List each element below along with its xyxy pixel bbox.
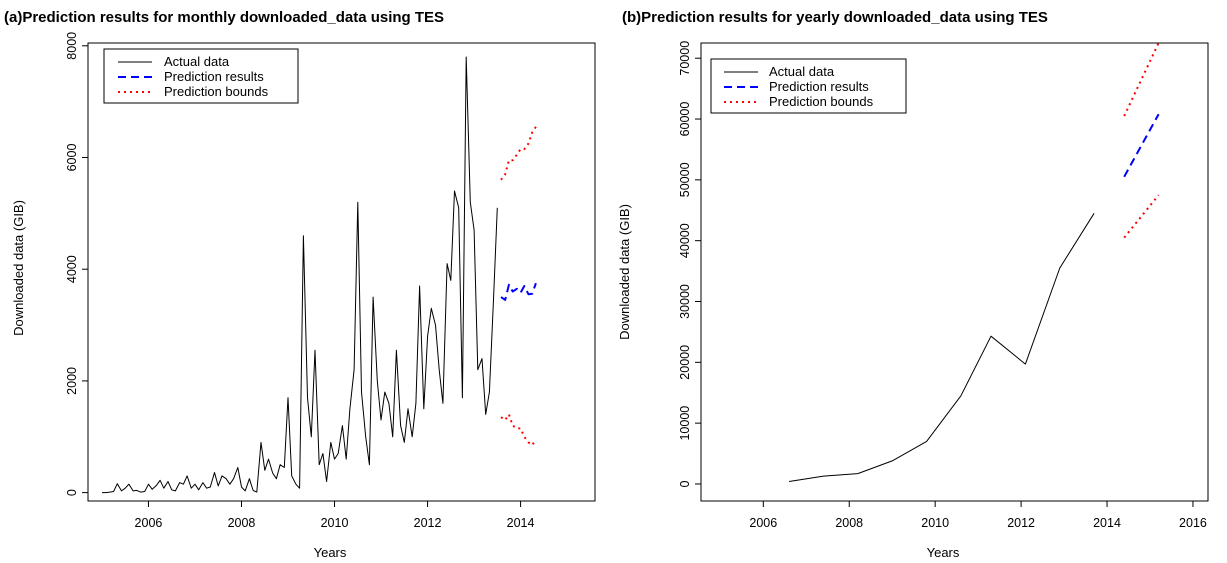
series-line-prediction-bounds [500,413,537,447]
y-tick-label: 50000 [678,162,692,197]
y-axis: 0 2000 4000 6000 8000 [65,32,88,496]
legend-label-prediction: Prediction results [164,69,264,84]
y-tick-label: 8000 [65,32,79,60]
x-tick-label: 2016 [1179,516,1207,530]
series-line-actual-data [102,56,498,494]
series-line-prediction-results [500,282,537,301]
legend-label-prediction: Prediction results [769,79,869,94]
legend-label-actual: Actual data [164,54,230,69]
x-axis: 2006 2008 2010 2012 2014 [135,501,535,530]
legend-label-bounds: Prediction bounds [769,94,874,109]
plot-frame [700,42,1209,502]
series-line-actual-data [789,213,1095,482]
x-tick-label: 2010 [321,516,349,530]
series-group [789,42,1160,482]
y-tick-label: 60000 [678,102,692,137]
y-axis: 0 10000 20000 30000 40000 50000 60000 70000 [678,41,701,487]
y-tick-label: 10000 [678,406,692,441]
x-tick-label: 2008 [228,516,256,530]
series-line-prediction-bounds [1123,194,1160,239]
legend-label-actual: Actual data [769,64,835,79]
chart-title: (b)Prediction results for yearly downloa… [622,9,1048,26]
y-tick-label: 70000 [678,41,692,76]
series-line-prediction-results [1123,113,1160,178]
legend-label-bounds: Prediction bounds [164,84,269,99]
x-tick-label: 2012 [1007,516,1035,530]
y-tick-label: 2000 [65,367,79,395]
y-tick-label: 40000 [678,223,692,258]
chart-title: (a)Prediction results for monthly downlo… [4,9,444,26]
legend: Actual data Prediction results Predictio… [710,58,907,114]
series-group [102,56,537,494]
x-tick-label: 2006 [135,516,163,530]
y-tick-label: 6000 [65,144,79,172]
x-axis: 2006 2008 2010 2012 2014 2016 [749,501,1207,530]
y-tick-label: 20000 [678,345,692,380]
plot-frame [87,42,596,502]
y-tick-label: 30000 [678,284,692,319]
x-tick-label: 2010 [921,516,949,530]
series-line-prediction-bounds [500,126,537,181]
chart-panel-yearly: (b)Prediction results for yearly downloa… [617,9,1209,560]
y-axis-label: Downloaded data (GIB) [617,204,632,340]
legend: Actual data Prediction results Predictio… [103,48,299,104]
y-axis-label: Downloaded data (GIB) [11,200,26,336]
y-tick-label: 0 [65,489,79,496]
x-tick-label: 2006 [749,516,777,530]
x-axis-label: Years [927,545,960,560]
x-tick-label: 2014 [1093,516,1121,530]
chart-panel-monthly: (a)Prediction results for monthly downlo… [4,9,596,560]
x-tick-label: 2008 [835,516,863,530]
y-tick-label: 0 [678,480,692,487]
x-tick-label: 2014 [507,516,535,530]
x-tick-label: 2012 [414,516,442,530]
series-line-prediction-bounds [1123,42,1160,117]
y-tick-label: 4000 [65,255,79,283]
x-axis-label: Years [314,545,347,560]
